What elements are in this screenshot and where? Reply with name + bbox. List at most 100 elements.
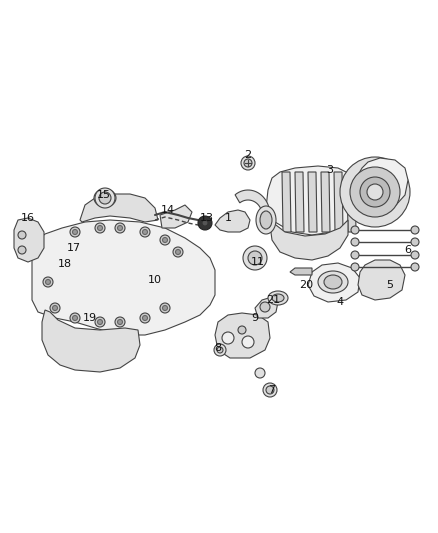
Polygon shape (32, 220, 215, 335)
Polygon shape (235, 190, 269, 211)
Text: 3: 3 (326, 165, 333, 175)
Circle shape (95, 317, 105, 327)
Text: 21: 21 (266, 295, 280, 305)
Circle shape (117, 319, 123, 325)
Circle shape (248, 251, 262, 265)
Text: 5: 5 (386, 280, 393, 290)
Circle shape (53, 305, 57, 311)
Polygon shape (215, 210, 250, 232)
Circle shape (18, 231, 26, 239)
Polygon shape (266, 166, 362, 235)
Polygon shape (308, 263, 360, 302)
Circle shape (255, 368, 265, 378)
Circle shape (43, 277, 53, 287)
Circle shape (351, 226, 359, 234)
Polygon shape (347, 172, 356, 232)
Circle shape (142, 230, 148, 235)
Circle shape (217, 347, 223, 353)
Circle shape (244, 159, 252, 167)
Circle shape (18, 246, 26, 254)
Circle shape (351, 251, 359, 259)
Ellipse shape (272, 294, 284, 302)
Text: 11: 11 (251, 257, 265, 267)
Polygon shape (282, 172, 291, 232)
Circle shape (260, 302, 270, 312)
Circle shape (142, 316, 148, 320)
Polygon shape (358, 158, 408, 210)
Ellipse shape (324, 275, 342, 289)
Circle shape (70, 313, 80, 323)
Circle shape (350, 167, 400, 217)
Polygon shape (358, 260, 405, 300)
Circle shape (263, 383, 277, 397)
Circle shape (73, 230, 78, 235)
Text: 8: 8 (215, 343, 222, 353)
Circle shape (46, 279, 50, 285)
Polygon shape (290, 268, 312, 275)
Circle shape (340, 157, 410, 227)
Circle shape (70, 227, 80, 237)
Circle shape (95, 188, 115, 208)
Circle shape (98, 319, 102, 325)
Polygon shape (215, 313, 270, 358)
Circle shape (117, 225, 123, 230)
Text: 7: 7 (268, 385, 276, 395)
Circle shape (411, 251, 419, 259)
Ellipse shape (260, 211, 272, 229)
Text: 20: 20 (299, 280, 313, 290)
Circle shape (241, 156, 255, 170)
Circle shape (115, 223, 125, 233)
Text: 18: 18 (58, 259, 72, 269)
Polygon shape (255, 297, 278, 318)
Circle shape (160, 235, 170, 245)
Polygon shape (160, 205, 192, 228)
Text: 19: 19 (83, 313, 97, 323)
Circle shape (214, 344, 226, 356)
Circle shape (140, 227, 150, 237)
Circle shape (73, 316, 78, 320)
Ellipse shape (94, 189, 116, 207)
Circle shape (198, 216, 212, 230)
Polygon shape (295, 172, 304, 232)
Text: 4: 4 (336, 297, 343, 307)
Circle shape (50, 303, 60, 313)
Ellipse shape (268, 291, 288, 305)
Polygon shape (321, 172, 330, 232)
Circle shape (140, 313, 150, 323)
Circle shape (266, 386, 274, 394)
Circle shape (98, 225, 102, 230)
Text: 1: 1 (225, 213, 232, 223)
Text: 2: 2 (244, 150, 251, 160)
Polygon shape (42, 310, 140, 372)
Circle shape (99, 192, 111, 204)
Circle shape (176, 249, 180, 254)
Polygon shape (268, 210, 348, 260)
Text: 10: 10 (148, 275, 162, 285)
Circle shape (115, 317, 125, 327)
Circle shape (360, 177, 390, 207)
Circle shape (411, 238, 419, 246)
Text: 17: 17 (67, 243, 81, 253)
Text: 15: 15 (97, 190, 111, 200)
Circle shape (162, 305, 167, 311)
Text: 13: 13 (200, 213, 214, 223)
Polygon shape (14, 218, 44, 262)
Circle shape (222, 332, 234, 344)
Polygon shape (334, 172, 343, 232)
Circle shape (411, 263, 419, 271)
Circle shape (202, 220, 208, 226)
Circle shape (95, 223, 105, 233)
Circle shape (351, 263, 359, 271)
Circle shape (411, 226, 419, 234)
Ellipse shape (318, 271, 348, 293)
Text: 6: 6 (405, 245, 411, 255)
Circle shape (160, 303, 170, 313)
Circle shape (367, 184, 383, 200)
Circle shape (173, 247, 183, 257)
Circle shape (162, 238, 167, 243)
Text: 9: 9 (251, 313, 258, 323)
Circle shape (242, 336, 254, 348)
Circle shape (238, 326, 246, 334)
Text: 16: 16 (21, 213, 35, 223)
Polygon shape (308, 172, 317, 232)
